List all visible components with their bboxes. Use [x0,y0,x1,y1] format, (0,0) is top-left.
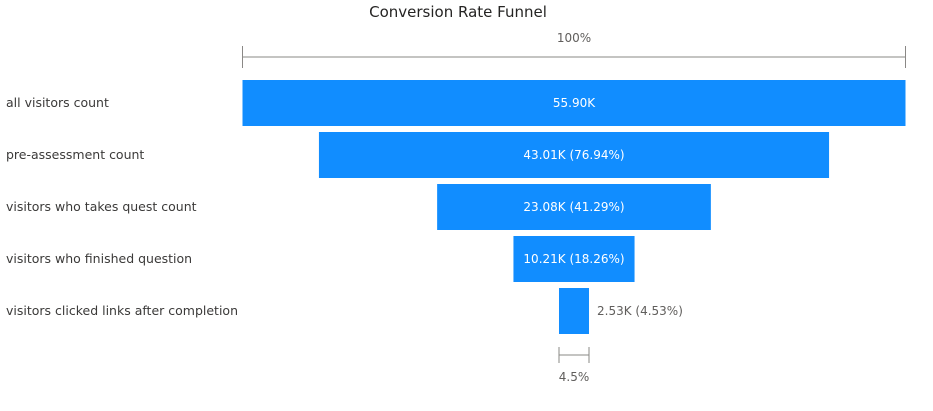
funnel-bar[interactable] [318,132,830,178]
bar-value-label: 43.01K (76.94%) [523,148,624,162]
funnel-bar[interactable] [513,236,635,282]
stage-category-label: visitors clicked links after completion [6,303,238,318]
funnel-bars: all visitors count 55.90K pre-assessment c… [6,80,906,334]
funnel-bar[interactable] [437,184,711,230]
bar-value-label: 2.53K (4.53%) [597,304,683,318]
bottom-scale-label: 4.5% [559,370,590,384]
stage-category-label: visitors who finished question [6,251,192,266]
stage-category-label: visitors who takes quest count [6,199,197,214]
top-scale: 100% [242,31,906,68]
stage-category-label: pre-assessment count [6,147,144,162]
funnel-bar[interactable] [558,288,590,334]
bar-value-label: 23.08K (41.29%) [523,200,624,214]
bar-value-label: 10.21K (18.26%) [523,252,624,266]
bottom-scale: 4.5% [558,347,590,384]
stage-category-label: all visitors count [6,95,109,110]
top-scale-label: 100% [557,31,591,45]
bar-value-label: 55.90K [553,96,596,110]
funnel-bar[interactable] [242,80,906,126]
chart-title: Conversion Rate Funnel [369,3,547,21]
